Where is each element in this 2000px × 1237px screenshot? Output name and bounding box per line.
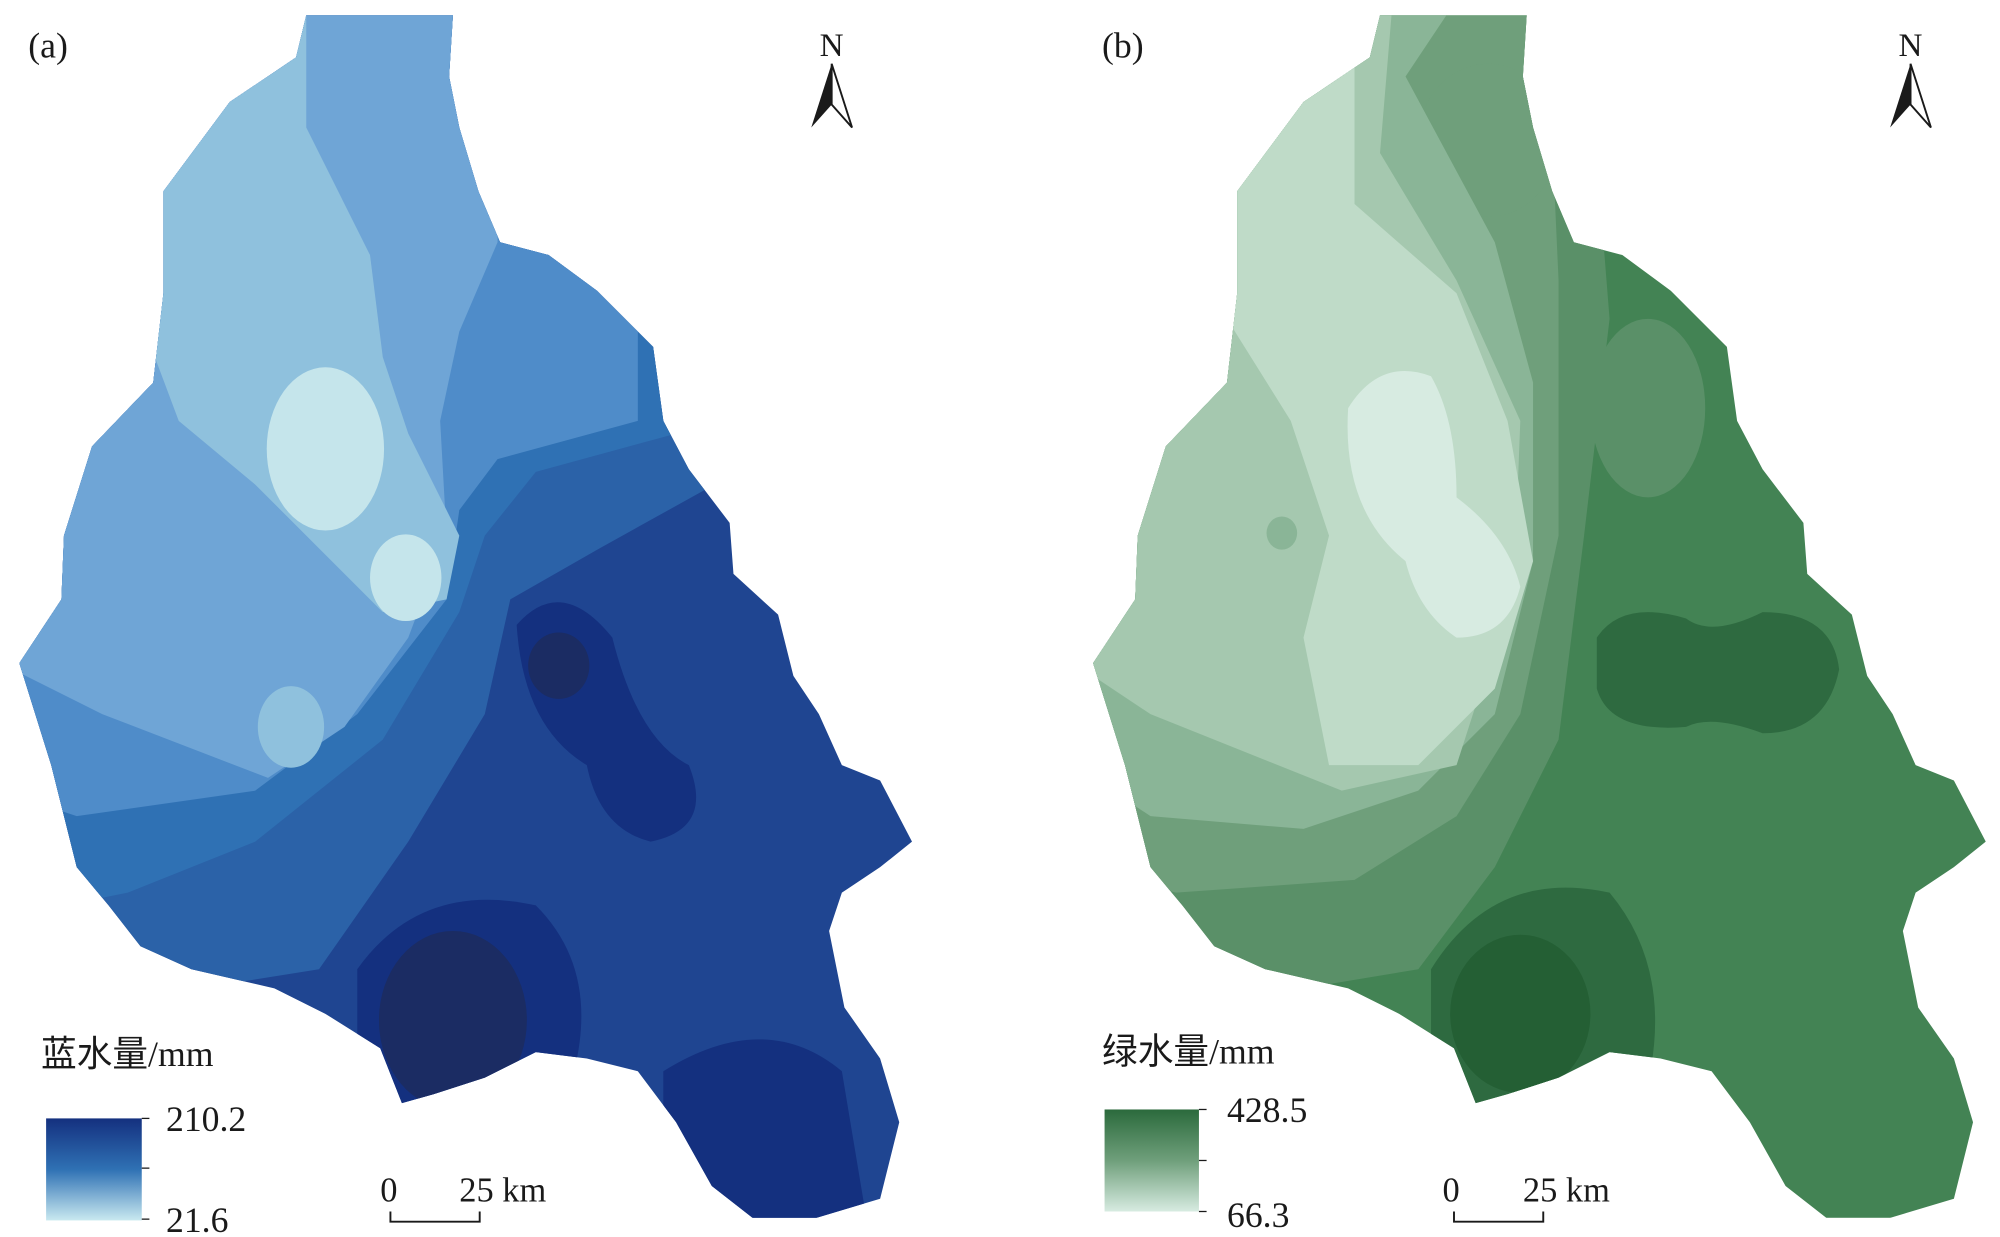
zone-pale-spot (257, 686, 325, 768)
zone-darkest (528, 632, 590, 699)
legend-title: 绿水量/mm (1102, 1032, 1275, 1072)
scale-zero: 0 (380, 1171, 397, 1209)
legend-color-ramp (1104, 1109, 1199, 1212)
north-arrow-icon (811, 63, 832, 128)
legend: 绿水量/mm 428.5 66.3 (1102, 1032, 1307, 1235)
scale-bar: 0 25 km (1443, 1171, 1610, 1223)
zone-palest (266, 367, 385, 531)
panel-label: (b) (1102, 25, 1144, 65)
zone-dark (663, 1039, 868, 1218)
scale-distance: 25 km (459, 1171, 546, 1209)
north-arrow-icon-right (1909, 63, 1932, 129)
panel-label: (a) (28, 25, 68, 65)
legend-title: 蓝水量/mm (41, 1034, 214, 1074)
north-arrow-icon-right (830, 63, 853, 129)
scale-bar-line (389, 1211, 481, 1223)
scale-bar: 0 25 km (380, 1171, 547, 1223)
panel-a: (a) N 蓝水量/mm 210. (19, 15, 913, 1237)
north-label: N (1899, 27, 1923, 64)
legend-min: 21.6 (166, 1200, 228, 1237)
zone-dark (1596, 612, 1840, 734)
zone-darkest (1450, 934, 1591, 1093)
north-arrow: N (1890, 27, 1932, 129)
legend-max: 428.5 (1227, 1090, 1307, 1130)
north-label: N (820, 27, 844, 64)
scale-distance: 25 km (1523, 1171, 1610, 1209)
legend-color-ramp (46, 1118, 142, 1221)
legend: 蓝水量/mm 210.2 21.6 (41, 1034, 246, 1237)
legend-min: 66.3 (1227, 1195, 1289, 1235)
zone-palest (1347, 370, 1521, 638)
legend-max: 210.2 (166, 1099, 246, 1139)
north-arrow: N (811, 27, 853, 129)
panel-b: (b) N 绿水量/mm (1093, 15, 1986, 1235)
zone-spot (1266, 516, 1298, 550)
zone-darkest (378, 930, 527, 1110)
zone-palest (370, 534, 442, 622)
north-arrow-icon (1890, 63, 1911, 128)
scale-bar-line (1453, 1211, 1545, 1223)
scale-zero: 0 (1443, 1171, 1460, 1209)
zone-mid-spot (1590, 318, 1706, 498)
